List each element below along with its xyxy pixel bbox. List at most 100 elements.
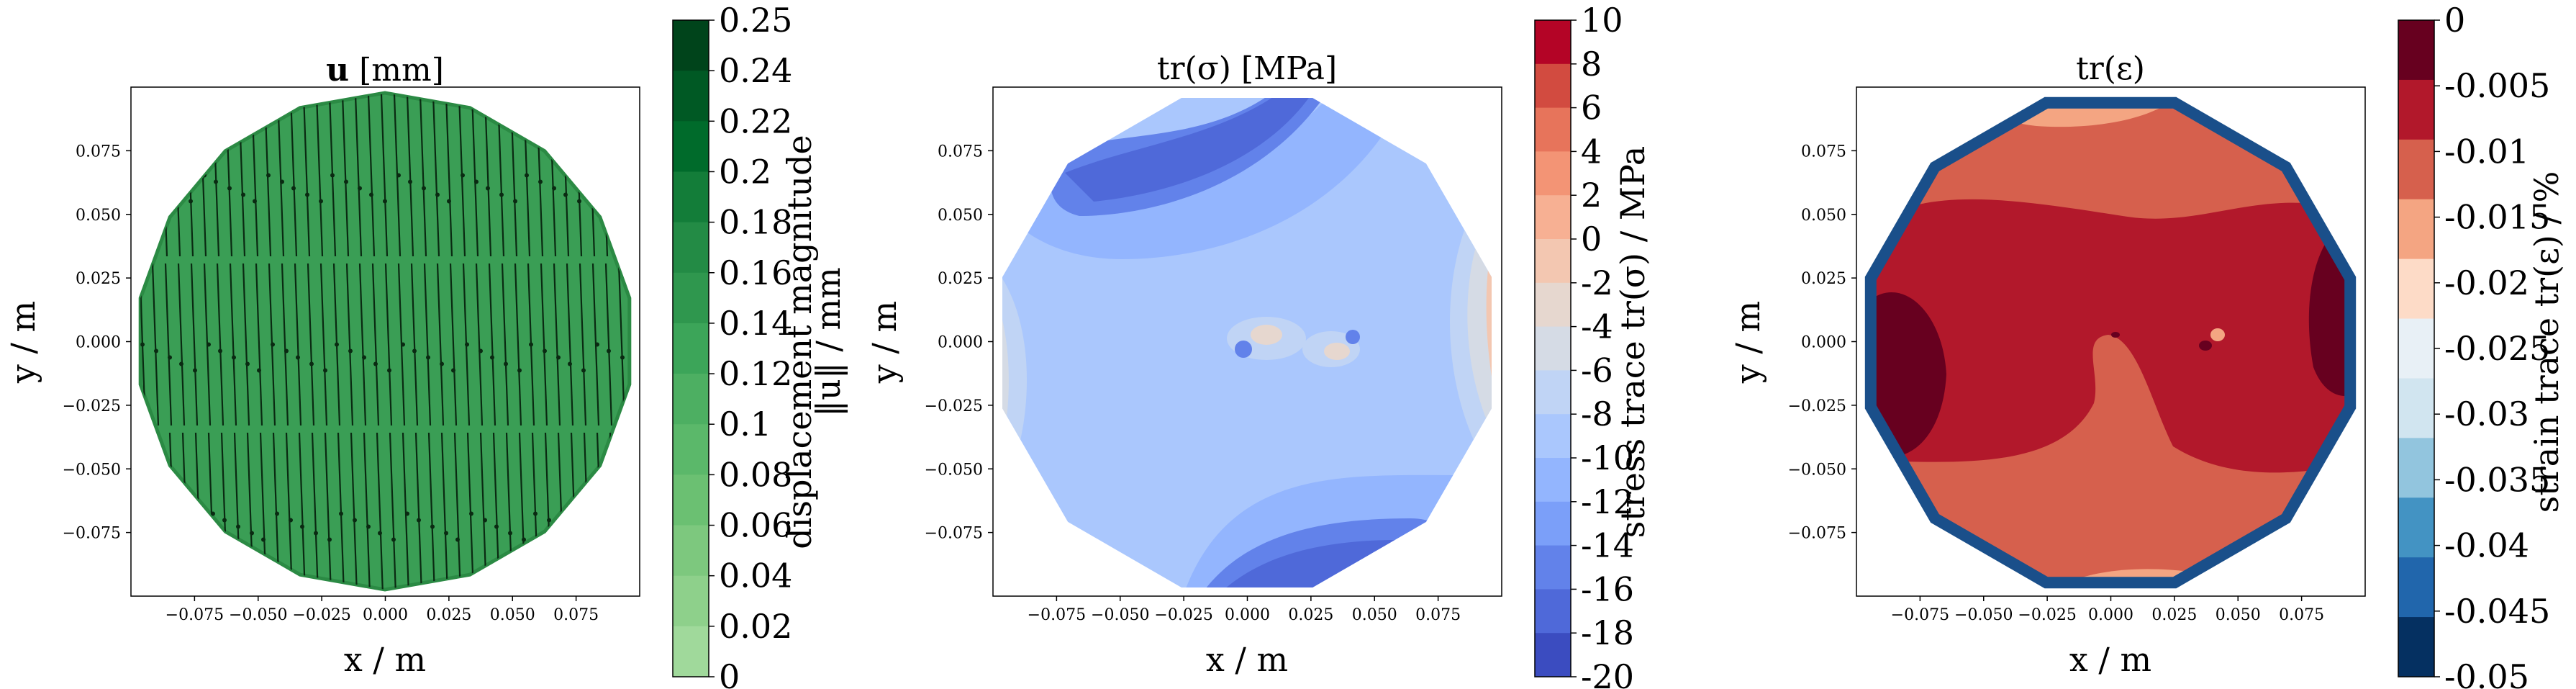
quiver-arrow — [281, 263, 289, 426]
colorbar-band — [1535, 501, 1571, 546]
quiver-arrow-head — [645, 369, 650, 373]
quiver-arrow — [354, 94, 363, 257]
strain-spot-2 — [2199, 341, 2212, 351]
quiver-arrow — [649, 433, 655, 595]
colorbar-tick-label: -0.005 — [2444, 66, 2550, 105]
quiver-arrow-head — [405, 511, 409, 516]
colorbar-band — [2398, 497, 2434, 558]
colorbar-tick-label: 0.22 — [719, 102, 792, 140]
quiver-arrow-head — [172, 524, 176, 529]
quiver-arrow — [276, 94, 285, 257]
quiver-arrow-head — [207, 342, 211, 347]
quiver-arrow-head — [344, 179, 348, 184]
quiver-arrow — [294, 263, 302, 426]
x-tick-label: −0.075 — [165, 606, 224, 624]
x-tick-label: 0.075 — [1415, 606, 1461, 624]
quiver-arrow-head — [289, 518, 293, 523]
quiver-arrow-head — [163, 186, 168, 191]
quiver-arrow — [142, 432, 151, 590]
colorbar-band — [673, 525, 709, 577]
quiver-arrow — [376, 432, 384, 590]
colorbar-tick-label: -0.05 — [2444, 657, 2529, 689]
colorbar-tick-label: -0.025 — [2444, 329, 2550, 368]
quiver-arrow — [345, 263, 354, 426]
quiver-arrow — [453, 432, 462, 590]
strain-spot-1 — [2111, 332, 2120, 338]
colorbar-tick-label: -0.045 — [2444, 592, 2550, 631]
colorbar-label: strain trace tr(ε) / % — [2527, 171, 2566, 513]
colorbar-band — [2398, 139, 2434, 200]
quiver-arrow-head — [241, 192, 245, 197]
x-tick-label: 0.050 — [490, 606, 535, 624]
y-tick-label: −0.050 — [63, 461, 121, 479]
quiver-arrow-head — [641, 199, 645, 204]
quiver-arrow — [645, 264, 650, 425]
quiver-arrow-head — [408, 179, 412, 184]
quiver-arrow-head — [211, 511, 215, 516]
colorbar-tick-label: 0.25 — [719, 1, 792, 40]
colorbar-tick-label: -8 — [1581, 395, 1613, 433]
quiver-arrow-head — [638, 531, 643, 536]
x-tick-label: −0.050 — [229, 606, 287, 624]
x-tick-label: −0.025 — [292, 606, 350, 624]
y-tick-label: 0.050 — [76, 207, 121, 225]
quiver-arrow — [363, 432, 371, 590]
y-tick-label: 0.050 — [1801, 207, 1846, 225]
quiver-arrow — [255, 263, 263, 426]
colorbar-tick-label: 0 — [719, 657, 740, 689]
plot-title: u [mm] — [326, 52, 444, 89]
quiver-arrow-head — [222, 518, 227, 523]
quiver-arrow-head — [275, 511, 279, 516]
quiver-arrow — [613, 94, 622, 257]
colorbar-band — [673, 272, 709, 324]
quiver-arrow-head — [630, 193, 634, 197]
quiver-arrow-head — [499, 192, 504, 197]
quiver-arrow-head — [193, 368, 197, 373]
quiver-arrow — [617, 263, 626, 426]
quiver-arrow-head — [396, 173, 401, 178]
quiver-arrow — [350, 432, 358, 590]
quiver-arrow — [488, 263, 496, 426]
colorbar-band — [673, 20, 709, 71]
quiver-arrow-head — [422, 186, 426, 191]
y-tick-label: −0.050 — [925, 461, 983, 479]
colorbar-tick-label: 0.1 — [719, 405, 771, 443]
quiver-arrow — [436, 263, 445, 426]
x-tick-label: 0.025 — [2151, 606, 2197, 624]
quiver-arrow-head — [305, 192, 309, 197]
quiver-arrow — [566, 263, 574, 426]
quiver-arrow-head — [529, 342, 533, 347]
x-tick-label: 0.000 — [2088, 606, 2133, 624]
quiver-arrow-head — [296, 355, 300, 360]
quiver-arrow — [190, 263, 199, 426]
colorbar-tick-label: -0.03 — [2444, 395, 2529, 433]
quiver-arrow — [319, 263, 328, 426]
colorbar-band — [673, 71, 709, 122]
quiver-arrow-head — [474, 179, 479, 184]
quiver-arrow-head — [586, 537, 590, 542]
quiver-arrow-head — [257, 368, 261, 373]
quiver-arrow-head — [145, 511, 149, 516]
colorbar-tick-label: 0.2 — [719, 152, 771, 191]
quiver-arrow-head — [309, 361, 314, 366]
colorbar-band — [1535, 239, 1571, 284]
colorbar-tick-label: 0.16 — [719, 253, 792, 292]
quiver-arrow — [367, 94, 376, 257]
colorbar-tick-label: 0.14 — [719, 304, 792, 343]
panel-displacement: −0.075 −0.050 −0.025 0.000 0.025 0.050 0.075 0… — [4, 1, 848, 689]
stress-band-left-tip — [986, 302, 998, 446]
colorbar-band — [1535, 63, 1571, 109]
quiver-arrow-head — [620, 355, 625, 360]
colorbar-tick-label: 2 — [1581, 176, 1602, 215]
colorbar-band — [1535, 326, 1571, 371]
x-tick-label: −0.075 — [1028, 606, 1086, 624]
quiver-arrow — [414, 432, 423, 590]
quiver-arrow-head — [447, 199, 451, 204]
x-tick-label: −0.025 — [1154, 606, 1212, 624]
colorbar-band — [673, 424, 709, 475]
quiver-arrow-head — [417, 518, 421, 523]
quiver-arrow — [358, 263, 367, 426]
quiver-arrow-head — [335, 342, 339, 347]
quiver-arrow-head — [591, 173, 595, 178]
y-tick-label: −0.075 — [63, 525, 121, 543]
